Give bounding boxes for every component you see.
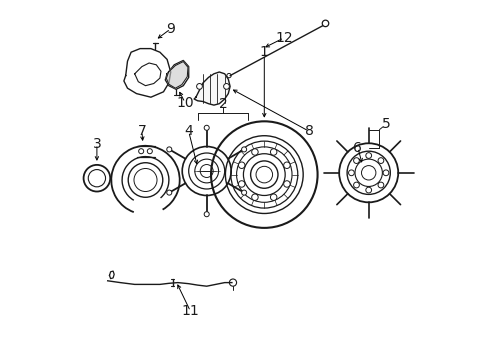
Circle shape: [147, 149, 152, 154]
Circle shape: [223, 84, 229, 89]
Circle shape: [166, 190, 171, 195]
Text: 5: 5: [382, 117, 390, 131]
Circle shape: [238, 181, 244, 187]
Circle shape: [251, 149, 258, 155]
Polygon shape: [166, 62, 187, 88]
Text: 4: 4: [184, 125, 193, 138]
Circle shape: [377, 158, 383, 163]
Circle shape: [139, 149, 143, 154]
Text: 7: 7: [137, 125, 146, 138]
Circle shape: [382, 170, 388, 176]
Circle shape: [238, 162, 244, 168]
Text: 2: 2: [218, 98, 227, 111]
Circle shape: [204, 125, 209, 130]
Text: 9: 9: [166, 22, 175, 36]
Circle shape: [283, 181, 289, 187]
Circle shape: [270, 194, 276, 201]
Text: 6: 6: [353, 141, 362, 154]
Circle shape: [283, 162, 289, 168]
Text: 1: 1: [259, 45, 268, 59]
Text: 3: 3: [92, 137, 101, 151]
Circle shape: [166, 147, 171, 152]
Circle shape: [365, 153, 371, 158]
Circle shape: [365, 187, 371, 193]
Circle shape: [241, 190, 246, 195]
Circle shape: [353, 182, 359, 188]
Circle shape: [377, 182, 383, 188]
Text: 8: 8: [304, 125, 313, 138]
Circle shape: [196, 84, 202, 89]
Circle shape: [241, 147, 246, 152]
Circle shape: [348, 170, 354, 176]
Text: 12: 12: [275, 31, 292, 45]
Text: 11: 11: [181, 305, 199, 318]
Circle shape: [322, 20, 328, 27]
Circle shape: [353, 158, 359, 163]
Text: 10: 10: [176, 96, 194, 109]
Circle shape: [204, 212, 209, 217]
Circle shape: [270, 149, 276, 155]
Circle shape: [251, 194, 258, 201]
Polygon shape: [194, 72, 230, 105]
